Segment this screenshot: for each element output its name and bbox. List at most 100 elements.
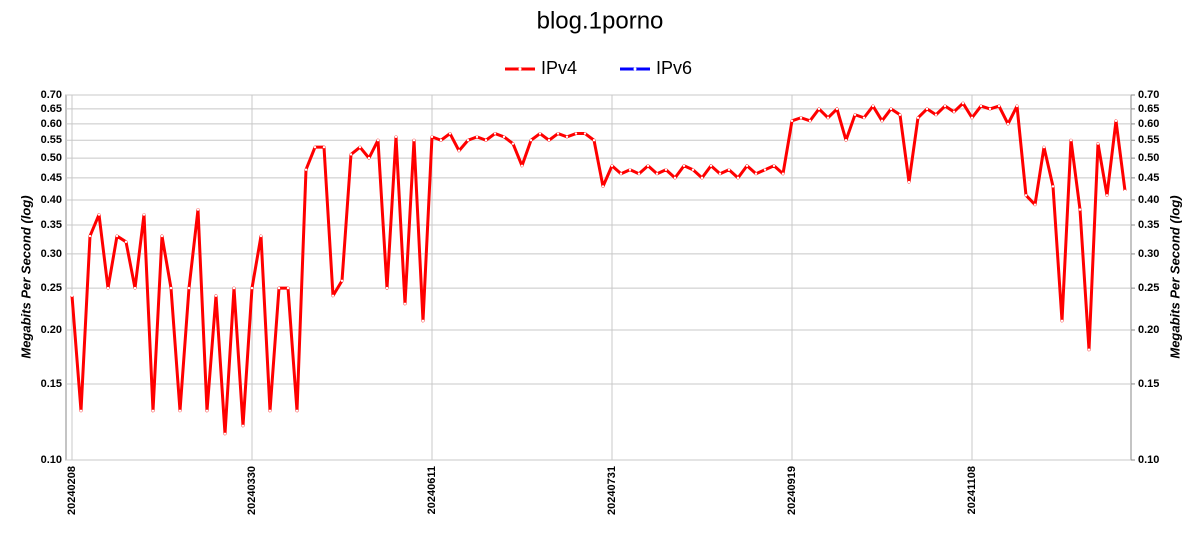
data-point bbox=[817, 107, 821, 111]
data-point bbox=[493, 132, 497, 135]
x-tick-label: 20240919 bbox=[786, 466, 798, 515]
y-tick-label: 0.10 bbox=[41, 454, 62, 466]
data-point bbox=[124, 240, 128, 244]
data-point bbox=[700, 176, 704, 180]
x-tick-label: 20241108 bbox=[966, 466, 978, 514]
data-point bbox=[457, 149, 461, 152]
data-point bbox=[1042, 145, 1046, 149]
data-point bbox=[160, 234, 164, 238]
y2-tick-label: 0.55 bbox=[1138, 134, 1159, 146]
data-point bbox=[943, 104, 947, 108]
data-point bbox=[367, 156, 371, 160]
data-point bbox=[628, 168, 632, 171]
data-point bbox=[286, 286, 290, 290]
data-point bbox=[403, 302, 407, 305]
data-point bbox=[925, 107, 929, 111]
data-point bbox=[259, 234, 263, 238]
data-point bbox=[772, 164, 776, 167]
y2-tick-label: 0.35 bbox=[1138, 219, 1159, 231]
data-point bbox=[304, 168, 308, 171]
data-point bbox=[745, 164, 749, 167]
data-point bbox=[1051, 185, 1055, 188]
data-point bbox=[475, 135, 479, 139]
data-point bbox=[340, 279, 344, 282]
data-point bbox=[889, 107, 893, 111]
y-tick-label: 0.45 bbox=[41, 172, 62, 184]
data-point bbox=[898, 113, 902, 116]
data-point bbox=[88, 234, 92, 238]
y-tick-label: 0.35 bbox=[41, 219, 62, 231]
data-point bbox=[115, 234, 119, 238]
data-point bbox=[718, 172, 722, 175]
x-tick-label: 20240330 bbox=[246, 466, 258, 515]
data-point bbox=[880, 119, 884, 123]
data-point bbox=[1024, 194, 1028, 197]
data-point bbox=[1105, 194, 1109, 197]
data-point bbox=[439, 139, 443, 142]
data-point bbox=[97, 213, 101, 216]
data-point bbox=[223, 432, 227, 435]
data-point bbox=[646, 164, 650, 167]
x-tick-label: 20240208 bbox=[66, 466, 78, 515]
data-point bbox=[313, 145, 317, 149]
y2-tick-label: 0.15 bbox=[1138, 378, 1159, 390]
data-point bbox=[529, 139, 533, 142]
data-point bbox=[952, 110, 956, 114]
y2-tick-label: 0.60 bbox=[1138, 118, 1159, 130]
data-point bbox=[466, 139, 470, 142]
y-tick-label: 0.20 bbox=[41, 324, 62, 336]
data-point bbox=[349, 153, 353, 156]
data-point bbox=[358, 145, 362, 149]
data-point bbox=[1087, 348, 1091, 351]
data-point bbox=[376, 139, 380, 142]
data-point bbox=[133, 286, 137, 290]
data-point bbox=[178, 409, 182, 412]
data-point bbox=[250, 286, 254, 290]
chart-title: blog.1porno bbox=[537, 7, 664, 34]
y2-tick-label: 0.30 bbox=[1138, 248, 1159, 260]
data-point bbox=[763, 168, 767, 171]
data-point bbox=[844, 139, 848, 142]
data-point bbox=[736, 176, 740, 180]
y-tick-label: 0.25 bbox=[41, 282, 62, 294]
data-point bbox=[673, 176, 677, 180]
data-point bbox=[682, 164, 686, 167]
data-point bbox=[997, 104, 1001, 108]
y2-tick-label: 0.50 bbox=[1138, 152, 1159, 164]
data-point bbox=[232, 286, 236, 290]
y2-tick-label: 0.25 bbox=[1138, 282, 1159, 294]
data-point bbox=[511, 142, 515, 145]
y-tick-label: 0.70 bbox=[41, 89, 62, 101]
data-point bbox=[430, 135, 434, 139]
data-point bbox=[565, 135, 569, 139]
y-tick-label: 0.60 bbox=[41, 118, 62, 130]
data-point bbox=[790, 119, 794, 123]
data-point bbox=[988, 107, 992, 111]
data-point bbox=[187, 286, 191, 290]
data-point bbox=[961, 102, 965, 105]
data-point bbox=[421, 319, 425, 323]
data-point bbox=[691, 168, 695, 171]
y-tick-label: 0.40 bbox=[41, 194, 62, 206]
data-point bbox=[1114, 119, 1118, 123]
data-point bbox=[592, 139, 596, 142]
data-point bbox=[781, 172, 785, 175]
x-tick-label: 20240731 bbox=[606, 466, 618, 515]
data-point bbox=[1078, 208, 1082, 211]
legend-label: IPv6 bbox=[656, 58, 692, 78]
x-tick-label: 20240611 bbox=[426, 466, 438, 514]
data-point bbox=[142, 213, 146, 216]
legend-marker bbox=[633, 67, 637, 71]
data-point bbox=[970, 116, 974, 119]
data-point bbox=[979, 104, 983, 108]
data-point bbox=[241, 424, 245, 428]
data-point bbox=[547, 139, 551, 142]
legend-marker bbox=[518, 67, 522, 71]
y2-tick-label: 0.45 bbox=[1138, 172, 1159, 184]
data-point bbox=[637, 172, 641, 175]
data-point bbox=[907, 180, 911, 184]
data-point bbox=[853, 113, 857, 116]
data-point bbox=[1096, 142, 1100, 145]
data-point bbox=[601, 185, 605, 188]
